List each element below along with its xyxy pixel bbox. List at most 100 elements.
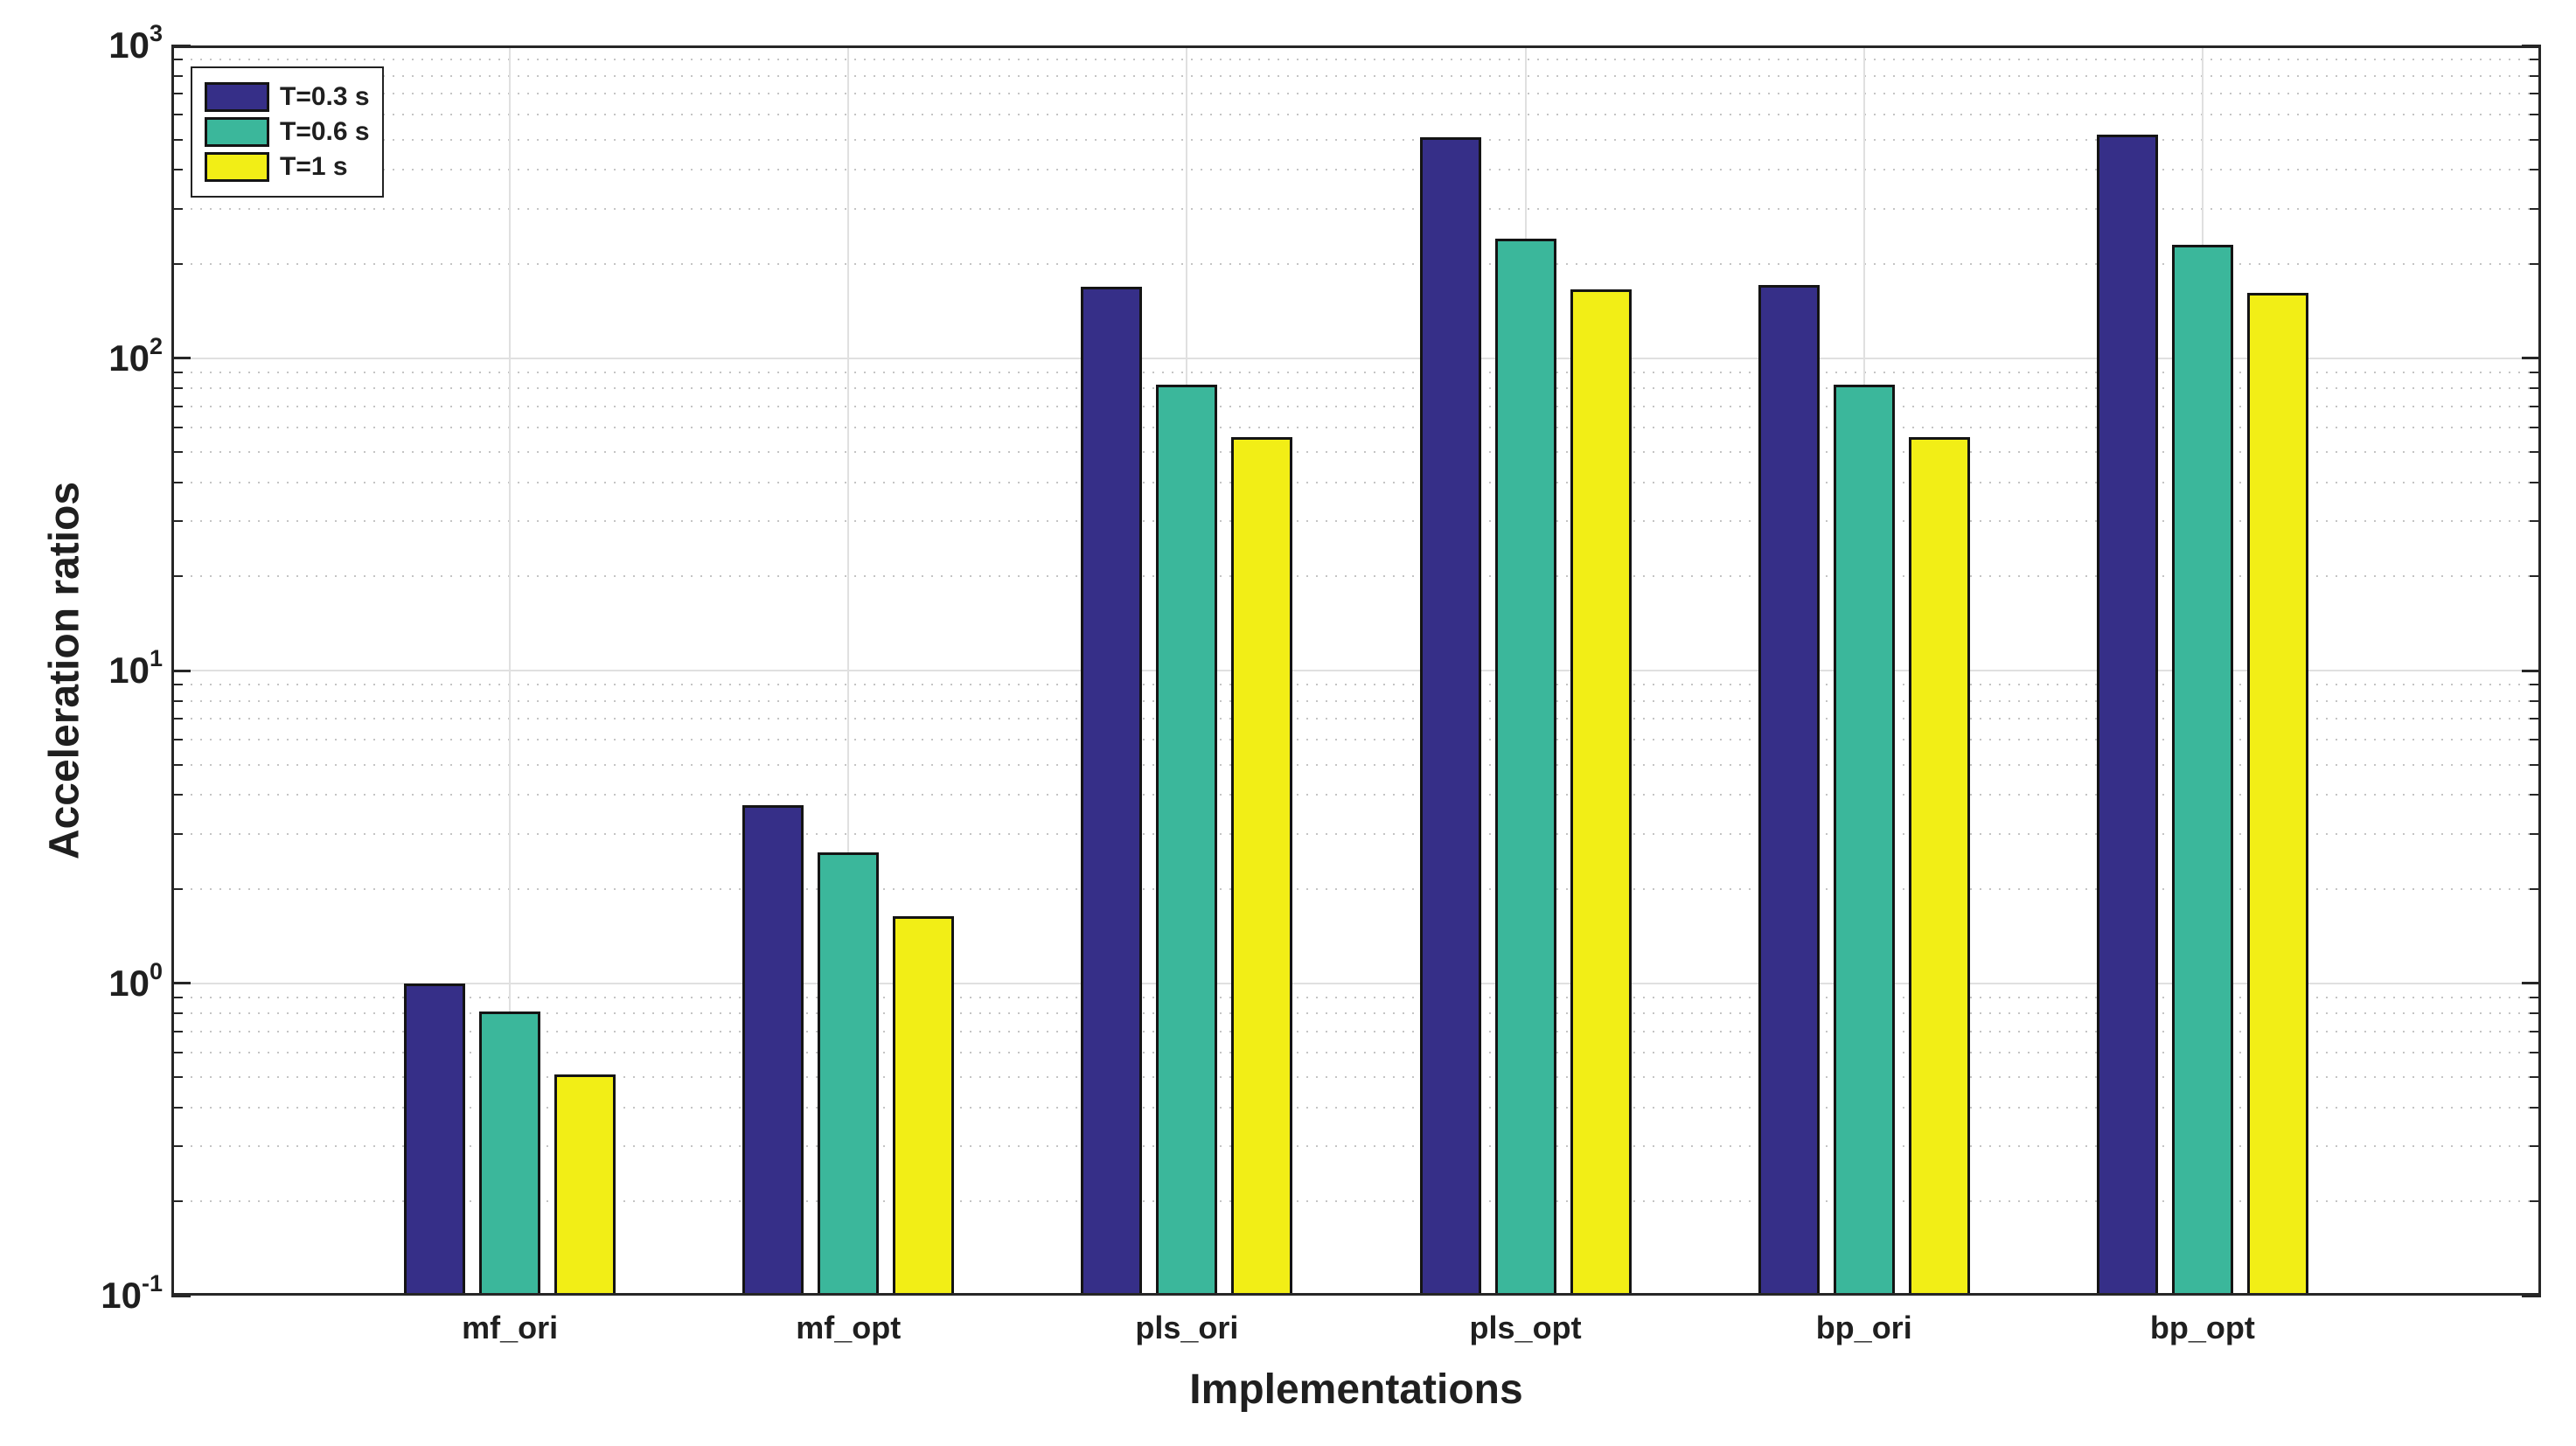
tick-mark-minor	[2530, 207, 2541, 210]
tick-mark-minor	[171, 739, 183, 741]
tick-mark-minor	[2530, 451, 2541, 454]
y-tick-label: 103	[108, 20, 163, 66]
tick-mark-minor	[171, 832, 183, 835]
gridline-minor	[171, 520, 2541, 523]
tick-mark-minor	[2530, 481, 2541, 483]
bar	[818, 852, 880, 1296]
y-tick-label: 102	[108, 332, 163, 379]
tick-mark-minor	[2530, 371, 2541, 373]
x-tick-label: pls_opt	[1469, 1310, 1582, 1345]
tick-mark-major	[171, 669, 191, 672]
tick-mark-minor	[2530, 169, 2541, 171]
bar	[893, 915, 955, 1296]
bar	[479, 1012, 541, 1296]
gridline-minor	[171, 93, 2541, 95]
tick-mark-minor	[171, 169, 183, 171]
gridline-minor	[171, 169, 2541, 171]
tick-mark-minor	[171, 575, 183, 578]
bar	[1758, 285, 1820, 1296]
tick-mark-minor	[2530, 575, 2541, 578]
gridline-minor	[171, 262, 2541, 265]
legend-swatch-icon	[205, 117, 269, 147]
bar	[554, 1074, 616, 1296]
tick-mark-minor	[171, 1012, 183, 1015]
gridline-minor	[171, 114, 2541, 116]
tick-mark-minor	[171, 114, 183, 116]
gridline-minor	[171, 718, 2541, 720]
tick-mark-minor	[2530, 405, 2541, 407]
gridline-vertical	[509, 45, 512, 1296]
tick-mark-minor	[2530, 387, 2541, 390]
bar	[1570, 289, 1632, 1296]
x-tick-label: bp_opt	[2149, 1310, 2255, 1345]
bar	[2246, 292, 2308, 1296]
legend-label: T=0.6 s	[280, 117, 370, 146]
gridline-minor	[171, 74, 2541, 77]
legend-swatch-icon	[205, 152, 269, 182]
x-tick-label: mf_ori	[462, 1310, 559, 1345]
gridline-minor	[171, 1145, 2541, 1148]
tick-mark-minor	[2530, 74, 2541, 77]
gridline-minor	[171, 794, 2541, 796]
tick-mark-minor	[2530, 59, 2541, 61]
gridline-minor	[171, 575, 2541, 578]
tick-mark-minor	[171, 387, 183, 390]
gridline-minor	[171, 387, 2541, 390]
legend-row: T=0.3 s	[205, 82, 370, 112]
tick-mark-minor	[171, 1076, 183, 1079]
tick-mark-minor	[171, 405, 183, 407]
tick-mark-minor	[171, 763, 183, 766]
gridline-minor	[171, 1076, 2541, 1079]
tick-mark-major	[2522, 982, 2541, 984]
tick-mark-minor	[2530, 1106, 2541, 1109]
tick-mark-minor	[171, 74, 183, 77]
y-tick-label: 10-1	[101, 1270, 163, 1317]
tick-mark-minor	[171, 794, 183, 796]
bar	[1908, 436, 1970, 1296]
tick-mark-minor	[2530, 426, 2541, 428]
tick-mark-minor	[2530, 699, 2541, 702]
bar	[742, 805, 804, 1296]
tick-mark-minor	[171, 1106, 183, 1109]
tick-mark-minor	[2530, 262, 2541, 265]
y-tick-label: 100	[108, 957, 163, 1004]
gridline-minor	[171, 207, 2541, 210]
bar	[2096, 135, 2158, 1296]
bar	[1494, 238, 1556, 1296]
tick-mark-minor	[171, 684, 183, 686]
plot-area: T=0.3 s T=0.6 s T=1 s	[171, 44, 2541, 1297]
gridline-minor	[171, 481, 2541, 483]
tick-mark-major	[2522, 357, 2541, 359]
legend-label: T=1 s	[280, 152, 348, 181]
tick-mark-minor	[171, 371, 183, 373]
gridline-minor	[171, 684, 2541, 686]
gridline-minor	[171, 426, 2541, 428]
tick-mark-minor	[171, 93, 183, 95]
gridline-minor	[171, 1030, 2541, 1032]
tick-mark-minor	[2530, 832, 2541, 835]
tick-mark-minor	[2530, 114, 2541, 116]
y-tick-label: 101	[108, 645, 163, 692]
tick-mark-major	[2522, 669, 2541, 672]
legend-row: T=0.6 s	[205, 117, 370, 147]
legend: T=0.3 s T=0.6 s T=1 s	[191, 66, 384, 198]
gridline-minor	[171, 371, 2541, 373]
tick-mark-minor	[2530, 887, 2541, 890]
tick-mark-minor	[2530, 1012, 2541, 1015]
tick-mark-minor	[171, 207, 183, 210]
bar	[1156, 385, 1218, 1296]
tick-mark-minor	[2530, 718, 2541, 720]
tick-mark-minor	[2530, 1076, 2541, 1079]
gridline-major	[171, 357, 2541, 359]
tick-mark-major	[171, 1294, 191, 1297]
gridline-minor	[171, 138, 2541, 141]
gridline-vertical	[847, 45, 850, 1296]
tick-mark-minor	[171, 426, 183, 428]
tick-mark-minor	[171, 138, 183, 141]
tick-mark-major	[171, 44, 191, 47]
x-tick-label: pls_ori	[1135, 1310, 1239, 1345]
gridline-major	[171, 670, 2541, 671]
tick-mark-minor	[171, 1145, 183, 1148]
gridline-minor	[171, 1200, 2541, 1203]
